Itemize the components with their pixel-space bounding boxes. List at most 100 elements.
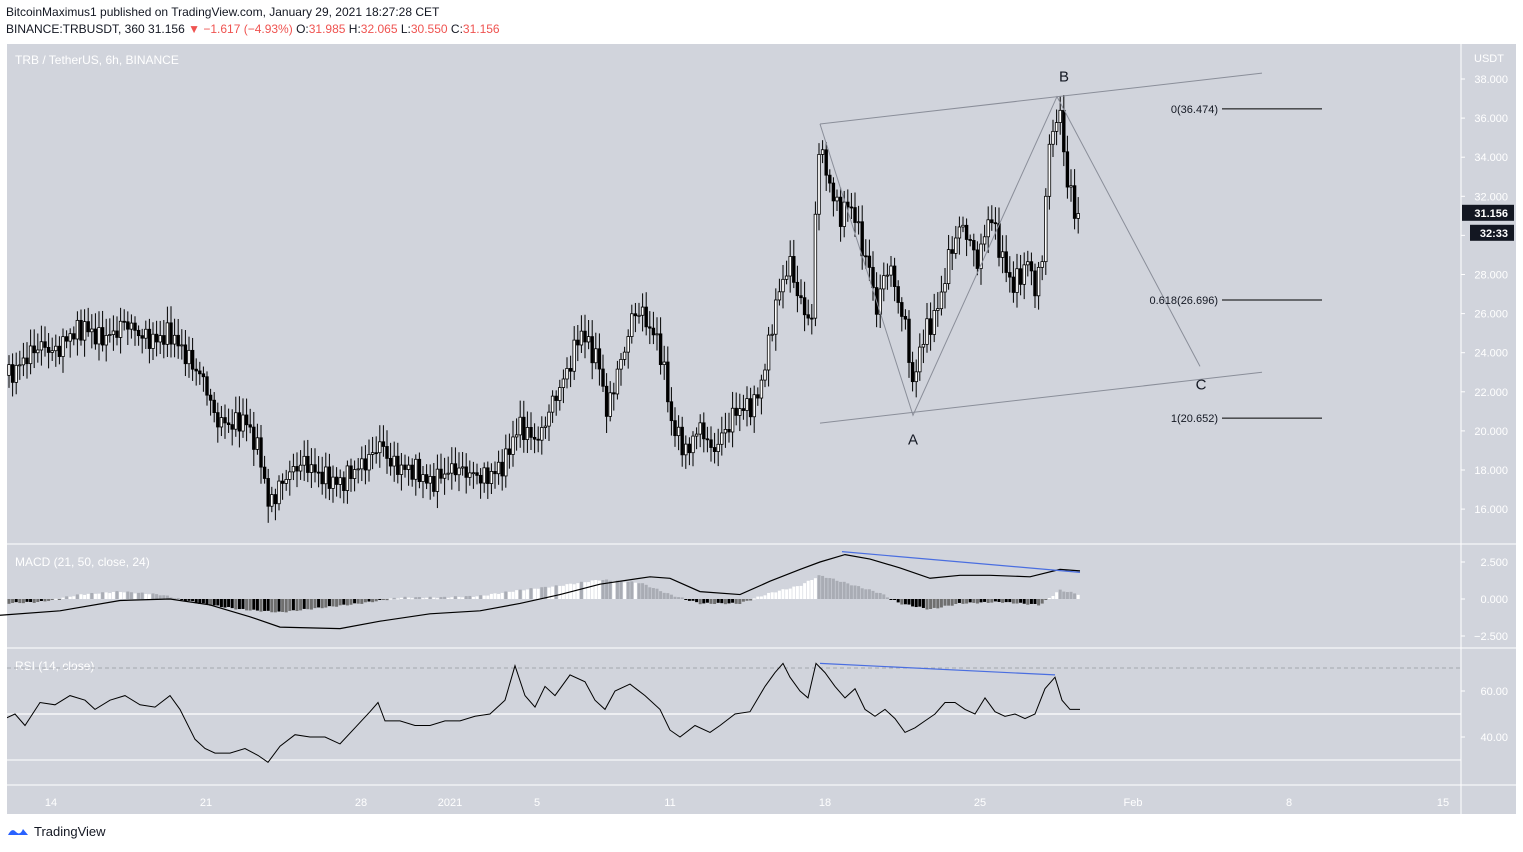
macd-histogram-bar xyxy=(752,598,756,600)
macd-histogram-bar xyxy=(583,582,587,599)
candle-body xyxy=(1008,272,1012,278)
macd-histogram-bar xyxy=(720,599,724,604)
candle-body xyxy=(248,424,252,428)
macd-histogram-bar xyxy=(245,599,249,611)
macd-histogram-bar xyxy=(954,599,958,604)
macd-histogram-bar xyxy=(849,585,853,599)
macd-histogram-bar xyxy=(1001,599,1005,603)
candle-body xyxy=(997,223,1001,258)
candle-body xyxy=(975,249,980,269)
candle-body xyxy=(302,455,306,466)
macd-histogram-bar xyxy=(255,599,259,611)
macd-histogram-bar xyxy=(579,581,583,599)
candle-body xyxy=(943,283,947,293)
macd-histogram-bar xyxy=(597,580,601,599)
candle-body xyxy=(1022,264,1026,285)
macd-histogram-bar xyxy=(529,588,533,599)
candle-body xyxy=(734,407,738,416)
candle-body xyxy=(882,275,886,290)
macd-histogram-bar xyxy=(619,580,623,599)
candle-body xyxy=(1065,151,1070,188)
candle-body xyxy=(280,480,285,484)
candle-body xyxy=(806,314,810,319)
price-tick-label: 22.000 xyxy=(1474,387,1508,399)
macd-histogram-bar xyxy=(425,597,429,599)
macd-histogram-bar xyxy=(237,599,241,610)
channel-lower-line xyxy=(819,371,1263,424)
macd-histogram-bar xyxy=(201,599,205,604)
macd-histogram-bar xyxy=(111,591,115,599)
candle-body xyxy=(100,327,105,346)
candle-body xyxy=(25,357,29,365)
candle-body xyxy=(266,478,270,507)
last-price-tag: 31.156 xyxy=(1474,208,1508,220)
macd-histogram-bar xyxy=(39,599,43,601)
macd-histogram-bar xyxy=(273,599,277,613)
macd-histogram-bar xyxy=(677,597,681,599)
candle-body xyxy=(1018,268,1023,285)
candle-body xyxy=(759,379,764,399)
macd-histogram-bar xyxy=(331,599,335,607)
channel-upper-line xyxy=(819,72,1263,125)
time-tick-label: 15 xyxy=(1437,797,1449,809)
macd-histogram-bar xyxy=(774,592,778,599)
macd-histogram-bar xyxy=(1029,599,1033,604)
candle-body xyxy=(561,378,566,388)
macd-histogram-bar xyxy=(594,579,598,599)
macd-histogram-bar xyxy=(223,599,227,608)
macd-histogram-bar xyxy=(950,599,954,606)
macd-histogram-bar xyxy=(741,599,745,602)
candle-body xyxy=(212,399,216,413)
time-tick-label: 25 xyxy=(974,797,986,809)
macd-histogram-bar xyxy=(662,592,666,599)
candle-body xyxy=(705,438,710,441)
macd-histogram-bar xyxy=(972,599,976,603)
macd-histogram-bar xyxy=(767,592,771,599)
macd-histogram-bar xyxy=(396,598,400,600)
candle-body xyxy=(154,333,159,343)
candle-body xyxy=(320,471,324,485)
countdown-tag: 32:33 xyxy=(1480,228,1508,240)
macd-histogram-bar xyxy=(108,593,112,599)
candle-body xyxy=(1076,213,1080,219)
candle-body xyxy=(43,341,47,348)
time-tick-label: 8 xyxy=(1286,797,1292,809)
ohlc-line: BINANCE:TRBUSDT, 360 31.156 ▼ −1.617 (−4… xyxy=(6,22,500,36)
macd-histogram-bar xyxy=(183,599,187,601)
macd-histogram-bar xyxy=(29,599,33,603)
candle-body xyxy=(907,318,911,363)
candle-body xyxy=(864,255,868,258)
macd-histogram-bar xyxy=(180,599,184,600)
candle-body xyxy=(572,339,576,372)
candle-body xyxy=(867,255,872,268)
tradingview-logo-icon xyxy=(8,828,28,835)
candle-body xyxy=(608,392,612,417)
candle-body xyxy=(1026,261,1030,266)
macd-histogram-bar xyxy=(479,595,483,599)
time-tick-label: 18 xyxy=(819,797,831,809)
macd-histogram-bar xyxy=(137,592,141,599)
macd-histogram-bar xyxy=(576,583,580,599)
candle-body xyxy=(446,472,450,475)
macd-histogram-bar xyxy=(291,599,295,611)
macd-histogram-bar xyxy=(176,597,180,599)
candle-body xyxy=(118,320,123,338)
candle-body xyxy=(399,464,404,475)
macd-histogram-bar xyxy=(1040,599,1044,604)
candle-body xyxy=(666,361,670,403)
macd-histogram-bar xyxy=(857,586,861,599)
macd-histogram-bar xyxy=(853,585,857,599)
macd-histogram-bar xyxy=(561,585,565,599)
candle-body xyxy=(172,334,177,345)
candle-body xyxy=(961,224,965,228)
macd-histogram-bar xyxy=(781,589,785,599)
chart-background xyxy=(7,44,1516,814)
macd-histogram-bar xyxy=(1015,599,1019,604)
macd-histogram-bar xyxy=(198,599,202,604)
candle-body xyxy=(187,349,191,365)
macd-histogram-bar xyxy=(799,585,803,599)
macd-histogram-bar xyxy=(824,577,828,599)
macd-histogram-bar xyxy=(18,599,22,604)
candle-body xyxy=(237,412,242,432)
